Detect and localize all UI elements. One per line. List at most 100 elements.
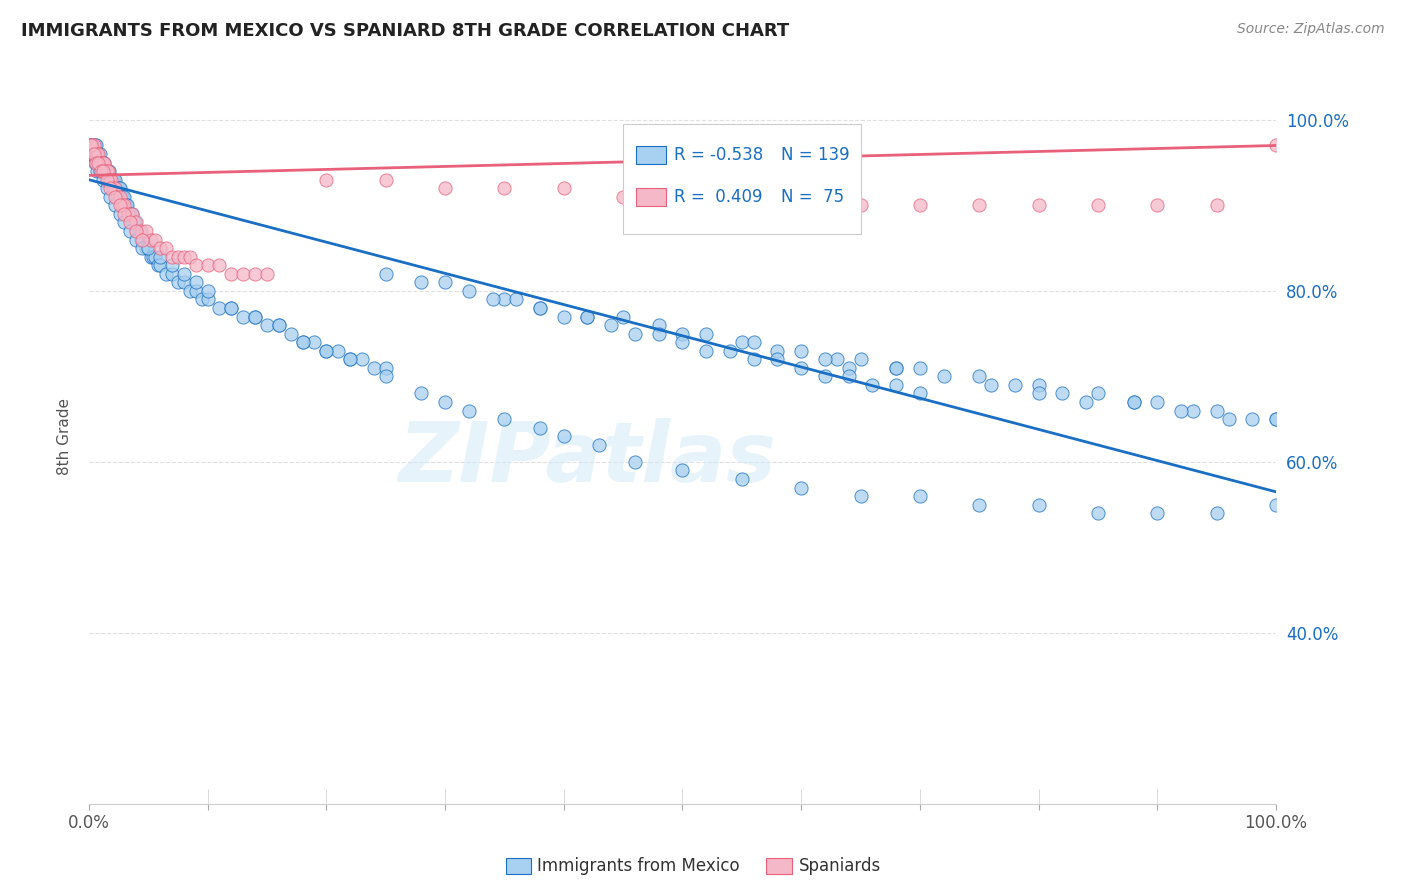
Point xyxy=(115,198,138,212)
Point xyxy=(790,343,813,358)
Point xyxy=(849,352,872,367)
Point xyxy=(553,310,575,324)
Point xyxy=(110,190,132,204)
Point xyxy=(648,318,671,332)
Point xyxy=(122,215,145,229)
Text: Source: ZipAtlas.com: Source: ZipAtlas.com xyxy=(1237,22,1385,37)
Point xyxy=(91,155,114,169)
Point xyxy=(184,284,207,298)
Point xyxy=(111,190,134,204)
Point xyxy=(1146,198,1168,212)
Point xyxy=(1265,138,1288,153)
Point xyxy=(695,343,717,358)
Point xyxy=(374,267,396,281)
Point xyxy=(790,360,813,375)
Point xyxy=(135,224,157,238)
Point xyxy=(457,284,479,298)
Point xyxy=(89,147,111,161)
Point xyxy=(849,489,872,503)
Point xyxy=(167,275,190,289)
Point xyxy=(742,352,765,367)
Point xyxy=(576,310,599,324)
Point xyxy=(695,326,717,341)
Point xyxy=(671,326,693,341)
Point xyxy=(91,155,114,169)
Point xyxy=(243,267,266,281)
Point xyxy=(96,172,118,186)
Point xyxy=(208,301,231,315)
Point xyxy=(1028,386,1050,401)
Y-axis label: 8th Grade: 8th Grade xyxy=(58,398,72,475)
Point xyxy=(84,155,107,169)
Point xyxy=(932,369,955,384)
Point xyxy=(221,301,243,315)
Point xyxy=(243,310,266,324)
Point xyxy=(1052,386,1074,401)
Point xyxy=(434,181,457,195)
Point xyxy=(411,275,433,289)
Point xyxy=(600,318,623,332)
Point xyxy=(184,258,207,272)
Point xyxy=(80,138,103,153)
Point xyxy=(97,164,120,178)
Point xyxy=(190,293,212,307)
Point xyxy=(146,258,169,272)
Point xyxy=(105,181,128,195)
Point xyxy=(80,138,103,153)
Point xyxy=(84,147,107,161)
Point xyxy=(149,241,172,255)
Point xyxy=(1265,498,1288,512)
Point xyxy=(100,172,122,186)
Point xyxy=(104,198,127,212)
Point xyxy=(315,343,337,358)
Point xyxy=(83,147,105,161)
Point xyxy=(111,198,134,212)
Point xyxy=(838,369,860,384)
Point xyxy=(1181,403,1204,417)
Point xyxy=(624,455,647,469)
Point xyxy=(129,224,152,238)
Text: Spaniards: Spaniards xyxy=(799,857,880,875)
Point xyxy=(612,310,634,324)
Point xyxy=(101,172,124,186)
Point xyxy=(671,463,693,477)
Point xyxy=(849,198,872,212)
Point xyxy=(243,310,266,324)
Point xyxy=(1028,198,1050,212)
Point xyxy=(766,352,789,367)
Point xyxy=(481,293,503,307)
Point xyxy=(505,293,527,307)
Point xyxy=(553,181,575,195)
Point xyxy=(1265,412,1288,426)
Point xyxy=(155,267,177,281)
Point xyxy=(838,360,860,375)
Point xyxy=(197,293,219,307)
Point xyxy=(86,147,108,161)
Point xyxy=(108,207,131,221)
Point xyxy=(374,360,396,375)
Point xyxy=(256,318,278,332)
Point xyxy=(374,172,396,186)
Point xyxy=(411,386,433,401)
Text: R = -0.538: R = -0.538 xyxy=(673,146,763,164)
Point xyxy=(125,224,148,238)
Point xyxy=(529,301,551,315)
Point xyxy=(114,190,136,204)
Point xyxy=(83,155,105,169)
Point xyxy=(908,360,931,375)
Point xyxy=(291,335,314,350)
Point xyxy=(1241,412,1264,426)
Point xyxy=(315,343,337,358)
Point xyxy=(790,481,813,495)
Point xyxy=(112,190,135,204)
Point xyxy=(339,352,361,367)
Point xyxy=(1146,395,1168,409)
Point xyxy=(173,250,195,264)
Point xyxy=(1087,506,1109,520)
Point xyxy=(1122,395,1144,409)
Point xyxy=(671,335,693,350)
Point xyxy=(291,335,314,350)
Point xyxy=(731,335,754,350)
Point xyxy=(82,138,104,153)
Point xyxy=(131,241,153,255)
